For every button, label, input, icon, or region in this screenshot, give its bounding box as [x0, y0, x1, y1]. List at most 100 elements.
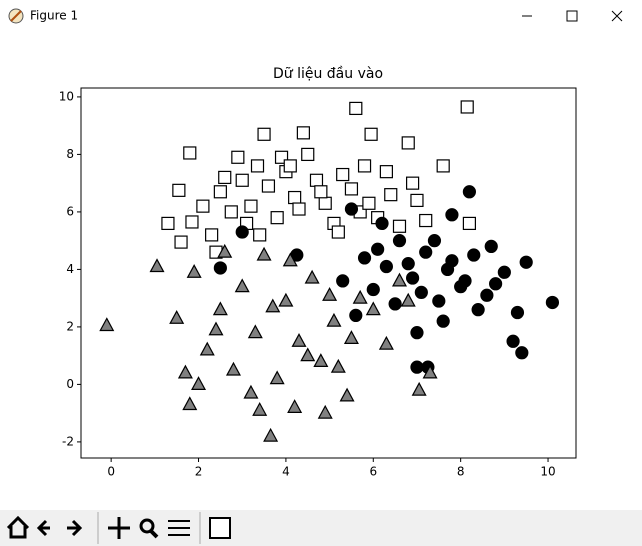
circle-point — [357, 251, 372, 265]
circle-point — [410, 326, 424, 340]
triangle-point — [265, 298, 281, 313]
square-point — [462, 216, 476, 231]
square-point — [196, 199, 210, 213]
circle-point — [480, 288, 494, 302]
pan-button[interactable] — [108, 517, 130, 539]
triangle-point — [186, 264, 202, 278]
circle-point — [489, 277, 503, 291]
y-tick-label: 0 — [66, 377, 74, 391]
circle-point — [506, 334, 520, 348]
square-point — [174, 235, 188, 249]
circle-point — [349, 308, 363, 323]
square-point — [218, 170, 232, 185]
square-point — [205, 228, 219, 242]
triangle-point — [182, 396, 198, 411]
square-point — [401, 136, 415, 150]
square-point — [257, 127, 271, 141]
circle-point — [235, 225, 249, 239]
triangle-point — [313, 353, 329, 368]
y-tick-label: 10 — [59, 89, 74, 103]
circle-point — [454, 280, 468, 294]
triangle-point — [339, 387, 355, 402]
square-point — [419, 213, 433, 228]
circle-point — [436, 314, 450, 328]
circle-point — [432, 294, 446, 308]
triangle-point — [177, 364, 193, 379]
configure-button[interactable] — [168, 520, 190, 536]
x-tick-label: 4 — [282, 465, 290, 479]
circle-point — [414, 285, 428, 300]
triangle-point — [252, 402, 268, 416]
triangle-point — [352, 289, 368, 304]
square-point — [213, 185, 227, 199]
zoom-button[interactable] — [139, 518, 159, 539]
circle-point — [519, 255, 533, 269]
y-tick-label: 6 — [66, 204, 74, 218]
save-button[interactable] — [209, 517, 231, 539]
zoom-handle — [149, 529, 159, 539]
circle-point — [401, 257, 415, 271]
square-point — [362, 196, 376, 210]
x-tick-label: 0 — [107, 465, 115, 479]
triangle-point — [291, 333, 307, 347]
square-point — [384, 188, 398, 202]
circle-point — [336, 274, 350, 288]
circle-point — [392, 234, 407, 248]
circle-point — [510, 305, 525, 320]
circle-point — [427, 234, 442, 248]
y-tick-label: 8 — [66, 147, 74, 161]
triangle-point — [400, 292, 416, 307]
forward-button[interactable] — [67, 519, 83, 537]
plot-frame — [80, 87, 577, 459]
plot-area — [81, 88, 576, 458]
triangle-point — [300, 347, 316, 362]
circle-point — [379, 259, 393, 274]
circle-point — [515, 346, 529, 360]
toolbar — [0, 510, 642, 546]
close-button[interactable] — [611, 10, 623, 22]
x-tick-label: 8 — [457, 465, 465, 479]
square-point — [270, 211, 284, 225]
x-tick-label: 2 — [195, 465, 203, 479]
square-point — [318, 196, 332, 210]
square-point — [172, 183, 186, 197]
triangle-point — [169, 310, 185, 324]
triangle-point — [287, 399, 303, 414]
circle-point — [388, 297, 402, 311]
y-tick-label: 2 — [66, 319, 74, 333]
back-button[interactable] — [36, 519, 50, 537]
square-point — [161, 216, 175, 231]
triangle-point — [243, 384, 259, 399]
circle-point — [419, 245, 433, 259]
square-point — [231, 150, 245, 164]
triangle-point — [278, 292, 294, 307]
circle-point — [497, 265, 511, 279]
circle-point — [471, 303, 485, 317]
circle-point — [406, 271, 420, 285]
square-point — [357, 159, 372, 173]
circle-point — [545, 295, 560, 310]
circle-point — [410, 360, 424, 374]
triangle-point — [263, 427, 279, 442]
triangle-point — [208, 321, 224, 336]
circle-point — [445, 208, 459, 222]
home-button[interactable] — [6, 515, 30, 539]
square-point — [288, 190, 302, 205]
circle-point — [366, 282, 380, 297]
square-point — [336, 167, 350, 182]
square-point — [235, 173, 249, 187]
square-point — [185, 215, 199, 229]
triangle-point — [411, 381, 427, 396]
square-point — [244, 199, 258, 213]
square-point — [309, 173, 324, 187]
triangle-point — [191, 376, 207, 391]
triangle-point — [330, 358, 346, 373]
triangle-point — [234, 278, 250, 293]
triangle-point — [365, 301, 381, 316]
x-tick-label: 6 — [369, 465, 377, 479]
maximize-button[interactable] — [566, 10, 578, 22]
circle-point — [375, 216, 389, 231]
triangle-point — [212, 301, 228, 316]
circle-point — [467, 248, 481, 262]
